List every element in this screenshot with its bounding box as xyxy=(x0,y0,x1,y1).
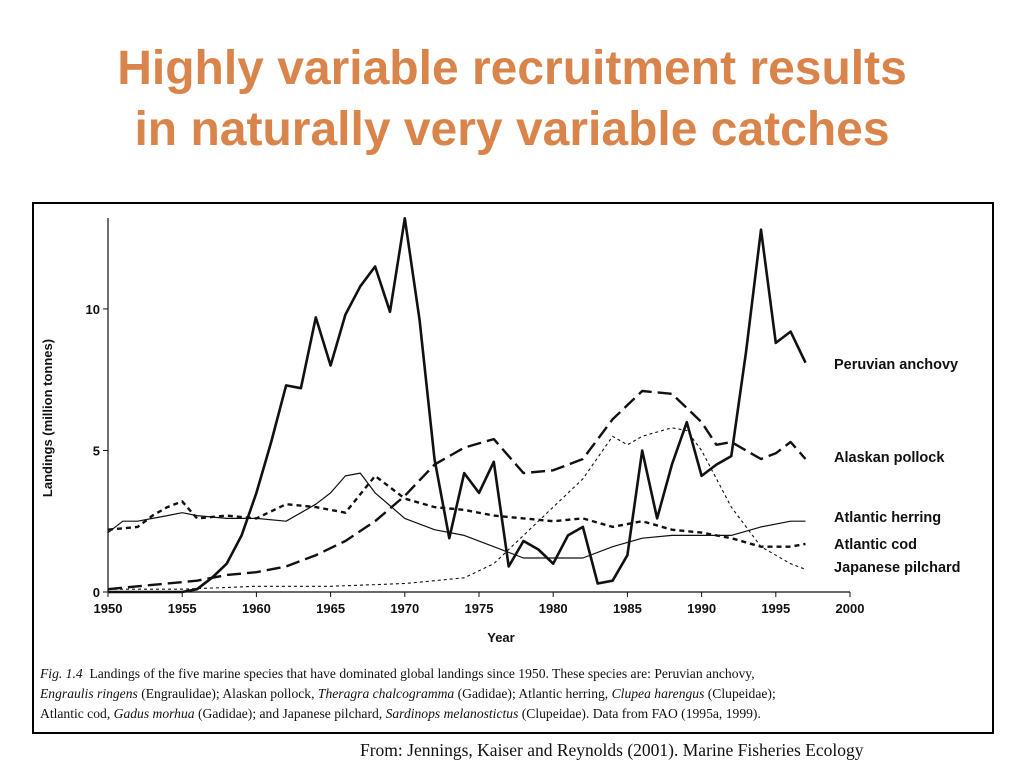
series-line-atlantic-herring xyxy=(107,474,806,548)
caption-line-1: Fig. 1.4 Landings of the five marine spe… xyxy=(40,664,988,684)
caption-sci-name: Engraulis ringens xyxy=(40,686,138,701)
caption-line-3: Atlantic cod, Gadus morhua (Gadidae); an… xyxy=(40,704,988,724)
caption-sci-name: Clupea harengus xyxy=(611,686,705,701)
x-axis-label: Year xyxy=(487,630,514,645)
x-tick-label: 1950 xyxy=(94,601,123,616)
x-tick-label: 1975 xyxy=(465,601,494,616)
y-tick-label: 0 xyxy=(93,585,100,600)
chart-legend: Peruvian anchovy Alaskan pollock Atlantic … xyxy=(834,357,961,576)
slide-title-line-1: Highly variable recruitment results xyxy=(117,42,907,95)
slide-title: Highly variable recruitment results in n… xyxy=(0,38,1024,160)
series-line-alaskan-pollock xyxy=(107,389,807,591)
x-tick-label: 1960 xyxy=(242,601,271,616)
caption-line1-text: Landings of the five marine species that… xyxy=(89,666,755,681)
legend-label-atlantic-cod: Atlantic cod xyxy=(834,537,917,553)
caption-text: (Gadidae); Atlantic herring, xyxy=(454,686,612,701)
landings-chart: 1950 1955 1960 1965 1970 1975 1980 1985 1990 1995… xyxy=(40,217,961,645)
caption-text: (Engraulidae); Alaskan pollock, xyxy=(137,686,318,701)
legend-label-japanese-pilchard: Japanese pilchard xyxy=(834,560,961,576)
x-tick-label: 1990 xyxy=(687,601,716,616)
legend-label-alaskan-pollock: Alaskan pollock xyxy=(834,450,945,466)
slide-title-line-2: in naturally very variable catches xyxy=(134,103,890,156)
caption-sci-name: Gadus morhua xyxy=(113,706,195,721)
caption-text: Atlantic cod, xyxy=(40,706,114,721)
figure-caption: Fig. 1.4 Landings of the five marine spe… xyxy=(40,664,988,724)
x-tick-label: 1965 xyxy=(316,601,345,616)
caption-sci-name: Theragra chalcogramma xyxy=(317,686,455,701)
series-line-peruvian-anchovy xyxy=(108,217,807,594)
x-tick-label: 2000 xyxy=(836,601,865,616)
x-tick-label: 1955 xyxy=(168,601,197,616)
y-axis-label: Landings (million tonnes) xyxy=(40,339,55,497)
caption-sci-name: Sardinops melanostictus xyxy=(385,706,519,721)
chart-series xyxy=(107,217,807,594)
legend-label-atlantic-herring: Atlantic herring xyxy=(834,510,941,526)
x-tick-label: 1985 xyxy=(613,601,642,616)
caption-text: (Clupeidae). Data from FAO (1995a, 1999)… xyxy=(518,706,761,721)
caption-fig-label: Fig. 1.4 xyxy=(40,666,83,681)
series-line-japanese-pilchard xyxy=(108,427,806,590)
y-tick-label: 10 xyxy=(86,302,100,317)
legend-label-peruvian-anchovy: Peruvian anchovy xyxy=(834,357,958,373)
figure-box: 1950 1955 1960 1965 1970 1975 1980 1985 1990 1995… xyxy=(32,202,994,734)
source-credit: From: Jennings, Kaiser and Reynolds (200… xyxy=(360,740,864,760)
x-tick-label: 1980 xyxy=(539,601,568,616)
caption-line-2: Engraulis ringens (Engraulidae); Alaskan… xyxy=(40,684,988,704)
series-line-atlantic-cod xyxy=(107,472,806,559)
y-tick-label: 5 xyxy=(93,443,100,458)
caption-text: (Gadidae); and Japanese pilchard, xyxy=(194,706,386,721)
x-tick-label: 1970 xyxy=(390,601,419,616)
caption-text: (Clupeidae); xyxy=(704,686,776,701)
chart-axes: 1950 1955 1960 1965 1970 1975 1980 1985 1990 1995… xyxy=(40,218,864,645)
x-tick-label: 1995 xyxy=(761,601,790,616)
